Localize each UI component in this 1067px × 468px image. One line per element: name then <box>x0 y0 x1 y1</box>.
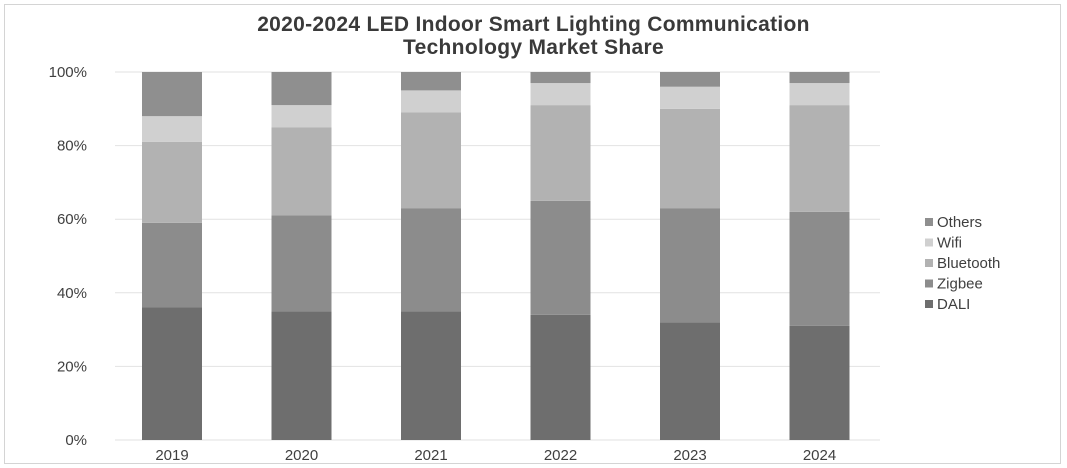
chart-title: 2020-2024 LED Indoor Smart Lighting Comm… <box>0 13 1067 59</box>
legend-label-others: Others <box>937 214 982 231</box>
legend-label-zigbee: Zigbee <box>937 276 983 293</box>
bar-segment-wifi-2020 <box>271 105 332 128</box>
bar-segment-others-2023 <box>660 72 720 87</box>
x-tick-label: 2022 <box>544 447 577 464</box>
legend-label-bluetooth: Bluetooth <box>937 255 1000 272</box>
y-tick-label: 60% <box>57 211 87 228</box>
bar-segment-wifi-2019 <box>142 116 202 142</box>
bar-segment-zigbee-2022 <box>530 200 591 315</box>
bar-segment-zigbee-2024 <box>789 211 850 326</box>
x-tick-label: 2020 <box>285 447 318 464</box>
bar-segment-wifi-2023 <box>660 86 720 109</box>
gridlines <box>115 71 880 441</box>
bar-segment-bluetooth-2022 <box>530 105 591 201</box>
y-tick-label: 80% <box>57 138 87 155</box>
y-tick-label: 100% <box>49 64 87 81</box>
legend-swatch-bluetooth <box>925 259 933 267</box>
bar-segment-dali-2023 <box>660 322 720 440</box>
bar-segment-dali-2020 <box>271 311 332 440</box>
legend: Others Wifi Bluetooth Zigbee DALI <box>925 214 1000 313</box>
bar-segment-bluetooth-2019 <box>142 141 202 223</box>
bar-segment-wifi-2022 <box>530 83 591 106</box>
x-tick-label: 2019 <box>155 447 188 464</box>
bar-segment-bluetooth-2021 <box>401 112 461 209</box>
bar-segment-dali-2021 <box>401 311 461 440</box>
chart-title-line-2: Technology Market Share <box>403 36 664 59</box>
bar-segment-others-2024 <box>789 72 850 84</box>
bar-segment-others-2022 <box>530 72 591 84</box>
legend-swatch-dali <box>925 300 933 308</box>
bar-segment-others-2021 <box>401 72 461 91</box>
x-axis-ticks: 2019 2020 2021 2022 2023 2024 <box>155 447 836 464</box>
bar-segment-bluetooth-2024 <box>789 105 850 212</box>
bar-segment-dali-2022 <box>530 314 591 440</box>
y-tick-label: 40% <box>57 285 87 302</box>
legend-swatch-others <box>925 218 933 226</box>
bar-segment-bluetooth-2020 <box>271 127 332 216</box>
bar-segment-dali-2019 <box>142 307 202 440</box>
bar-segment-others-2020 <box>271 72 332 106</box>
legend-swatch-zigbee <box>925 279 933 288</box>
bars <box>142 72 850 440</box>
y-axis-ticks: 0% 20% 40% 60% 80% 100% <box>49 64 87 449</box>
y-tick-label: 20% <box>57 358 87 375</box>
x-tick-label: 2024 <box>803 447 836 464</box>
chart-title-line-1: 2020-2024 LED Indoor Smart Lighting Comm… <box>257 13 810 36</box>
bar-segment-wifi-2021 <box>401 90 461 113</box>
bar-segment-zigbee-2021 <box>401 208 461 312</box>
bar-segment-zigbee-2020 <box>271 215 332 312</box>
legend-swatch-wifi <box>925 238 933 247</box>
bar-segment-zigbee-2023 <box>660 208 720 323</box>
x-tick-label: 2021 <box>414 447 447 464</box>
x-tick-label: 2023 <box>673 447 706 464</box>
bar-segment-bluetooth-2023 <box>660 108 720 209</box>
bar-segment-zigbee-2019 <box>142 222 202 308</box>
bar-segment-others-2019 <box>142 72 202 117</box>
y-tick-label: 0% <box>65 432 87 449</box>
bar-segment-dali-2024 <box>789 325 850 440</box>
legend-label-dali: DALI <box>937 296 970 313</box>
legend-label-wifi: Wifi <box>937 235 962 252</box>
bar-segment-wifi-2024 <box>789 83 850 106</box>
